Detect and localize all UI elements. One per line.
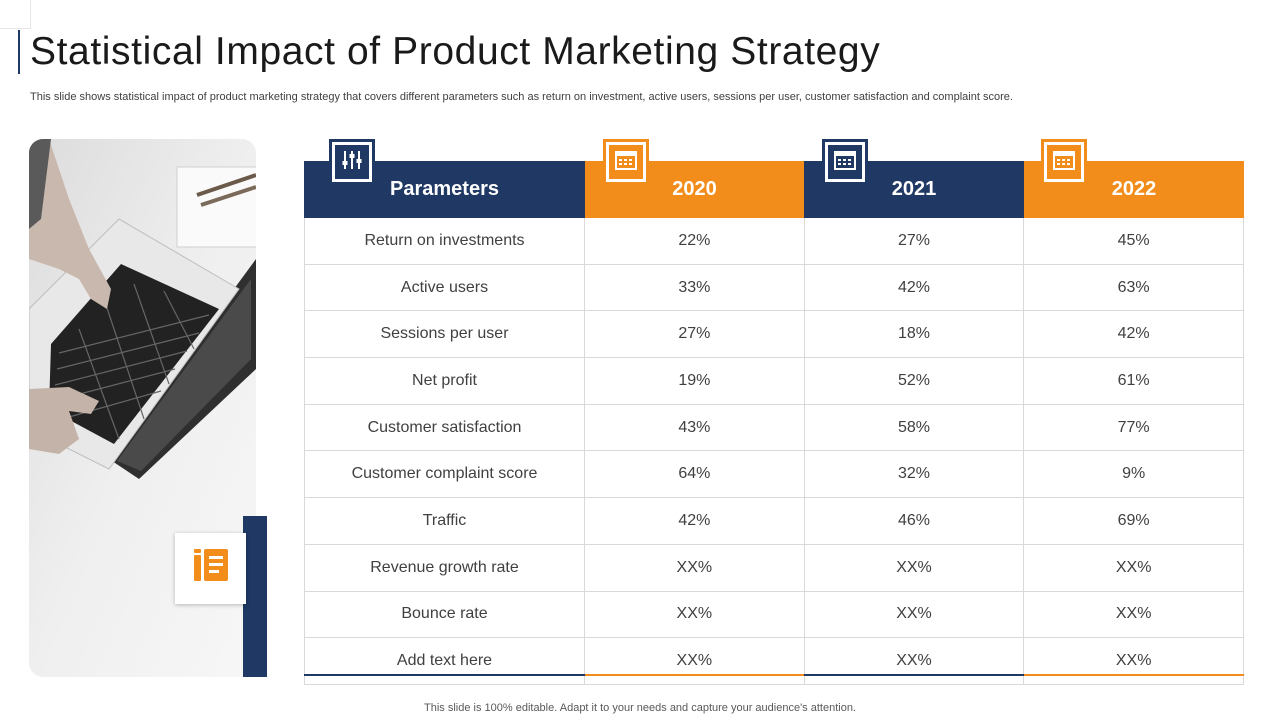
title-accent-bar <box>18 30 20 74</box>
value-cell: 63% <box>1024 264 1244 311</box>
value-cell: 64% <box>585 451 805 498</box>
value-cell: XX% <box>1024 591 1244 638</box>
value-cell: XX% <box>805 544 1025 591</box>
notebook-icon <box>192 547 230 590</box>
year-2020-icon-box <box>603 139 649 185</box>
value-cell: 61% <box>1024 358 1244 404</box>
value-cell: 18% <box>805 311 1025 358</box>
table-row: Bounce rate XX% XX% XX% <box>304 591 1244 639</box>
table-bottom-line <box>585 674 804 676</box>
data-table: Return on investments 22% 27% 45% Active… <box>304 218 1244 685</box>
value-cell: 58% <box>805 404 1025 451</box>
laptop-photo <box>29 139 256 677</box>
value-cell: XX% <box>585 638 805 684</box>
value-cell: 33% <box>585 264 805 311</box>
value-cell: XX% <box>1024 638 1244 684</box>
parameter-cell: Net profit <box>304 358 585 404</box>
value-cell: 42% <box>1024 311 1244 358</box>
corner-box <box>0 0 31 29</box>
value-cell: 9% <box>1024 451 1244 498</box>
year-2022-icon-box <box>1041 139 1087 185</box>
parameters-icon-box <box>329 139 375 185</box>
value-cell: 45% <box>1024 218 1244 264</box>
table-row: Revenue growth rate XX% XX% XX% <box>304 544 1244 592</box>
table-row: Traffic 42% 46% 69% <box>304 498 1244 545</box>
calendar-icon <box>834 150 856 175</box>
table-row: Net profit 19% 52% 61% <box>304 358 1244 405</box>
table-row: Customer complaint score 64% 32% 9% <box>304 451 1244 499</box>
parameter-cell: Customer satisfaction <box>304 404 585 451</box>
parameter-cell: Customer complaint score <box>304 451 585 498</box>
slide-title: Statistical Impact of Product Marketing … <box>30 30 881 73</box>
value-cell: 32% <box>805 451 1025 498</box>
value-cell: 52% <box>805 358 1025 404</box>
value-cell: 27% <box>805 218 1025 264</box>
value-cell: XX% <box>585 544 805 591</box>
table-row: Add text here XX% XX% XX% <box>304 638 1244 685</box>
value-cell: 46% <box>805 498 1025 544</box>
parameter-cell: Add text here <box>304 638 585 684</box>
value-cell: 19% <box>585 358 805 404</box>
parameter-cell: Active users <box>304 264 585 311</box>
table-row: Active users 33% 42% 63% <box>304 264 1244 312</box>
value-cell: 27% <box>585 311 805 358</box>
calendar-icon <box>615 150 637 175</box>
parameter-cell: Traffic <box>304 498 585 544</box>
table-row: Sessions per user 27% 18% 42% <box>304 311 1244 359</box>
year-2021-icon-box <box>822 139 868 185</box>
value-cell: 43% <box>585 404 805 451</box>
header-2022-label: 2022 <box>1111 178 1157 200</box>
parameter-cell: Revenue growth rate <box>304 544 585 591</box>
accent-strip <box>243 516 267 677</box>
header-2021-label: 2021 <box>891 178 937 200</box>
value-cell: XX% <box>805 591 1025 638</box>
table-bottom-line <box>304 674 585 676</box>
slide-subtitle: This slide shows statistical impact of p… <box>30 91 1013 103</box>
value-cell: 22% <box>585 218 805 264</box>
value-cell: XX% <box>805 638 1025 684</box>
calendar-icon <box>1053 150 1075 175</box>
slide-footer: This slide is 100% editable. Adapt it to… <box>424 702 856 714</box>
value-cell: XX% <box>1024 544 1244 591</box>
value-cell: 69% <box>1024 498 1244 544</box>
value-cell: 42% <box>585 498 805 544</box>
header-parameters-label: Parameters <box>390 178 499 200</box>
badge <box>175 533 246 604</box>
table-row: Return on investments 22% 27% 45% <box>304 218 1244 265</box>
parameter-cell: Sessions per user <box>304 311 585 358</box>
value-cell: 42% <box>805 264 1025 311</box>
value-cell: 77% <box>1024 404 1244 451</box>
table-bottom-line <box>804 674 1024 676</box>
header-2020-label: 2020 <box>672 178 717 200</box>
table-row: Customer satisfaction 43% 58% 77% <box>304 404 1244 452</box>
table-bottom-line <box>1024 674 1244 676</box>
parameter-cell: Return on investments <box>304 218 585 264</box>
value-cell: XX% <box>585 591 805 638</box>
parameter-cell: Bounce rate <box>304 591 585 638</box>
sliders-icon <box>341 149 363 176</box>
